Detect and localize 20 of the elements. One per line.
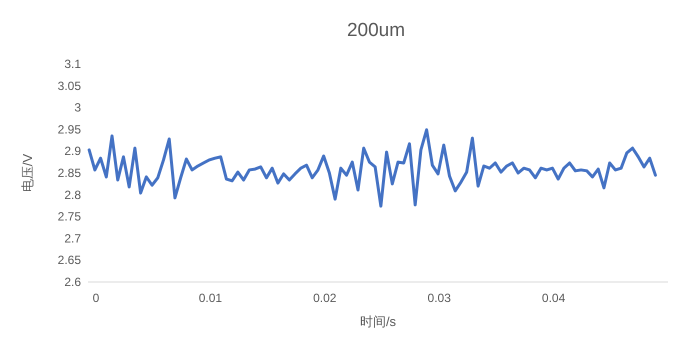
x-tick-label: 0.02 [313,291,337,305]
y-tick-label: 2.7 [64,231,82,246]
x-tick-label: 0.03 [428,291,452,305]
y-tick-label: 2.6 [64,275,82,289]
x-tick-label: 0 [92,291,100,305]
chart-title: 200um [346,20,406,41]
y-tick-label: 2.95 [58,122,82,136]
line-series [88,128,657,208]
x-tick-label: 0.01 [198,291,222,305]
x-tick-label: 0.04 [542,291,566,305]
y-axis-title: 电压/V [20,154,35,192]
y-tick-label: 2.85 [58,166,82,180]
y-tick-label: 2.65 [58,253,82,268]
y-tick-label: 2.75 [58,210,82,224]
y-tick-label: 3.05 [58,78,82,93]
y-tick-label: 2.9 [64,144,82,158]
y-tick-label: 3 [74,100,82,115]
y-tick-label: 2.8 [64,188,82,202]
y-tick-label: 3.1 [64,57,82,71]
x-axis-title: 时间/s [360,314,397,329]
